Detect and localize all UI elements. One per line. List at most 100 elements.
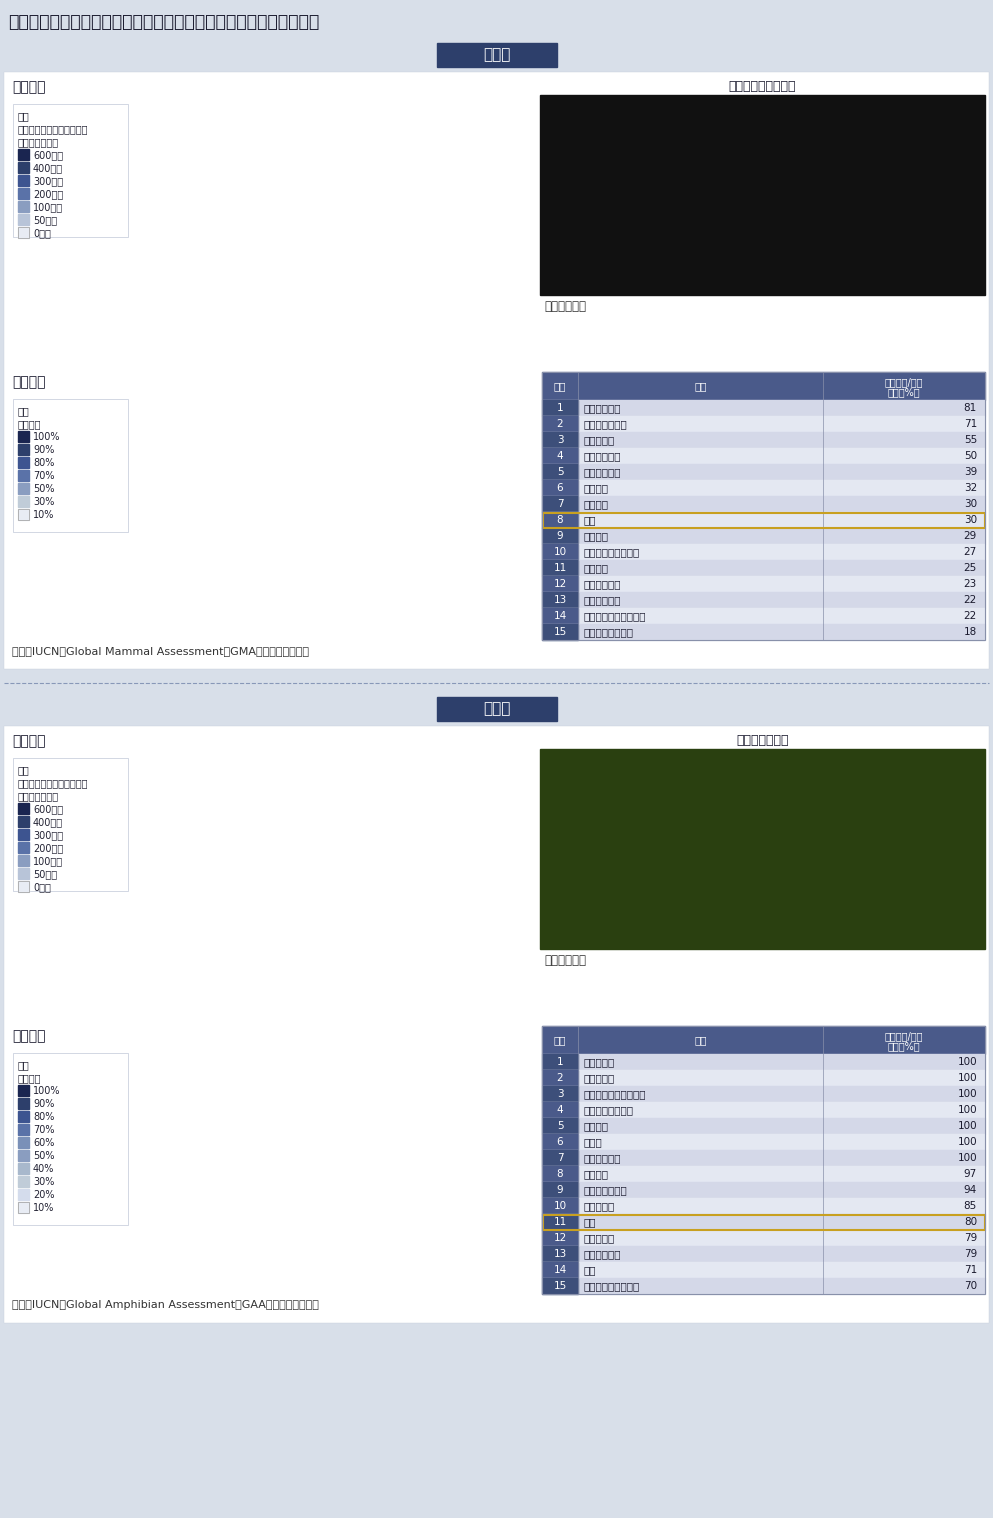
Bar (542, 543, 985, 560)
Text: 22: 22 (964, 595, 977, 606)
Bar (13, 105, 128, 237)
Bar (18, 188, 29, 199)
Text: 30: 30 (964, 515, 977, 525)
Bar (18, 214, 29, 225)
Bar (542, 609, 985, 624)
Text: 10%: 10% (33, 1202, 55, 1213)
Bar (18, 880, 29, 893)
Text: 順位: 順位 (554, 381, 566, 392)
Text: 25: 25 (964, 563, 977, 572)
Bar (542, 512, 985, 528)
Bar (542, 433, 578, 448)
Bar (542, 480, 985, 496)
Text: 写真：環境省: 写真：環境省 (544, 955, 586, 967)
Text: 14: 14 (553, 612, 567, 621)
Bar (542, 560, 578, 575)
Bar (542, 543, 578, 560)
Text: 10: 10 (553, 546, 567, 557)
Bar (542, 1134, 578, 1151)
Text: 凡例: 凡例 (18, 111, 30, 121)
Bar (542, 528, 985, 543)
Text: 40%: 40% (33, 1164, 55, 1173)
Bar (18, 200, 29, 213)
Bar (542, 1102, 578, 1117)
Text: 400種～: 400種～ (33, 817, 64, 827)
Bar (18, 1111, 29, 1122)
Bar (4, 726, 989, 1324)
Text: イシカワガエル: イシカワガエル (736, 733, 788, 747)
Bar (542, 1183, 578, 1198)
Text: 資料：IUCN、Global Mammal Assessment（GMA）より環境省作成: 資料：IUCN、Global Mammal Assessment（GMA）より環… (12, 647, 309, 656)
Text: 13: 13 (553, 595, 567, 606)
Text: クリスマス島: クリスマス島 (583, 451, 621, 461)
Text: 90%: 90% (33, 1099, 55, 1110)
Bar (18, 803, 29, 814)
Bar (542, 448, 578, 465)
Bar (542, 1261, 578, 1278)
Bar (18, 842, 29, 853)
Bar (542, 609, 578, 624)
Text: あることを示す: あることを示す (18, 791, 60, 802)
Text: 1: 1 (557, 402, 563, 413)
Text: サントメ・プリンシペ: サントメ・プリンシペ (583, 1088, 645, 1099)
Text: ニューカレドニア: ニューカレドニア (583, 627, 633, 638)
Text: 10%: 10% (33, 510, 55, 521)
Text: 81: 81 (964, 402, 977, 413)
Bar (18, 457, 29, 468)
Text: アメリカ: アメリカ (583, 563, 608, 572)
Bar (542, 1117, 985, 1134)
Bar (542, 1214, 984, 1230)
Bar (542, 592, 985, 609)
Bar (542, 433, 985, 448)
Bar (18, 443, 29, 455)
Text: 94: 94 (964, 1186, 977, 1195)
Text: 4: 4 (557, 1105, 563, 1116)
Bar (18, 509, 29, 521)
Bar (542, 1246, 578, 1261)
Bar (542, 1026, 985, 1053)
Text: 100%: 100% (33, 433, 61, 442)
Text: 100: 100 (957, 1057, 977, 1067)
Bar (542, 372, 985, 401)
Bar (18, 1098, 29, 1110)
Text: 色の濃い国は、種が多様で: 色の濃い国は、種が多様で (18, 124, 88, 134)
Text: ニュージーランド: ニュージーランド (583, 1105, 633, 1116)
Text: 国名: 国名 (694, 381, 707, 392)
Bar (542, 1214, 985, 1230)
Text: マダガスカル: マダガスカル (583, 402, 621, 413)
Bar (18, 817, 29, 827)
Bar (13, 399, 128, 531)
Bar (542, 1151, 985, 1166)
Text: 凡例: 凡例 (18, 1060, 30, 1070)
Bar (18, 149, 29, 159)
Bar (542, 1278, 578, 1293)
Bar (542, 1070, 985, 1085)
Text: 90%: 90% (33, 445, 55, 455)
Text: 生息種数: 生息種数 (12, 735, 46, 748)
Bar (4, 71, 989, 669)
Text: 100: 100 (957, 1088, 977, 1099)
Bar (542, 1230, 578, 1246)
Bar (18, 496, 29, 507)
Bar (542, 1198, 578, 1214)
Text: 55: 55 (964, 436, 977, 445)
Text: 4: 4 (557, 451, 563, 461)
Text: 凡例: 凡例 (18, 765, 30, 776)
Text: 600種～: 600種～ (33, 150, 64, 159)
Text: 100%: 100% (33, 1085, 61, 1096)
Bar (542, 575, 578, 592)
Text: 79: 79 (964, 1249, 977, 1258)
Text: パラオ: パラオ (583, 1137, 602, 1148)
Bar (18, 162, 29, 173)
Bar (542, 372, 985, 641)
Text: 60%: 60% (33, 1138, 55, 1148)
Text: 両生類: 両生類 (483, 701, 510, 716)
Bar (18, 175, 29, 187)
Bar (18, 228, 29, 238)
Bar (18, 509, 29, 521)
Text: 100: 100 (957, 1073, 977, 1082)
Bar (542, 1070, 578, 1085)
Text: 11: 11 (553, 1217, 567, 1227)
Bar (542, 624, 578, 641)
Text: 18: 18 (964, 627, 977, 638)
